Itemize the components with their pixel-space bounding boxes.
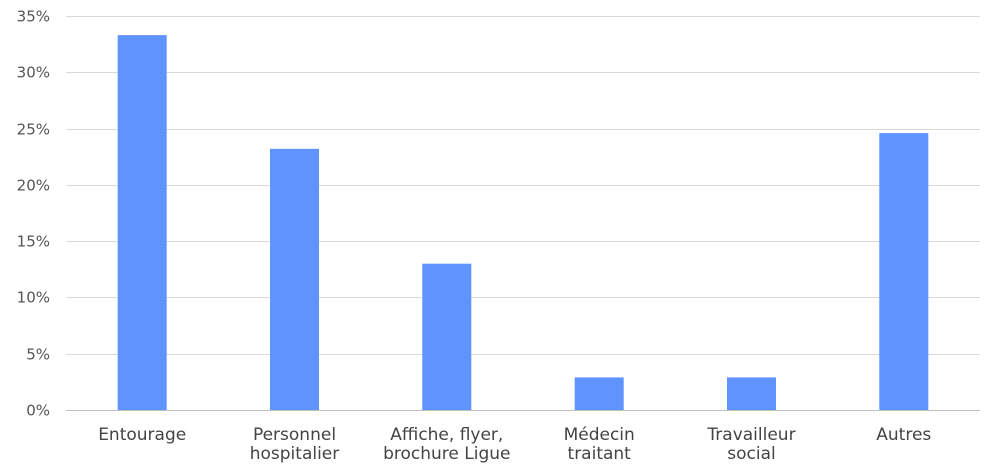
y-axis-tick-labels: 0% 5% 10% 15% 20% 25% 30% 35% xyxy=(17,8,50,420)
x-category-label: Affiche, flyer, brochure Ligue xyxy=(383,425,510,464)
x-category-label-line: Médecin xyxy=(564,425,635,445)
y-tick-label: 35% xyxy=(17,8,50,26)
bar xyxy=(270,148,319,411)
y-tick-label: 10% xyxy=(17,289,50,307)
x-category-label: Travailleur social xyxy=(706,425,795,464)
x-category-label-line: traitant xyxy=(568,444,632,464)
y-tick-label: 0% xyxy=(26,402,50,420)
x-category-label-line: hospitalier xyxy=(250,444,340,464)
x-category-label: Autres xyxy=(876,425,931,445)
x-category-label-line: Entourage xyxy=(98,425,186,445)
gridlines xyxy=(66,16,980,411)
bar xyxy=(117,35,167,410)
bars xyxy=(117,35,929,411)
x-category-label-line: social xyxy=(727,444,775,464)
x-category-label-line: Affiche, flyer, xyxy=(390,425,503,445)
y-tick-label: 5% xyxy=(26,346,50,364)
x-axis-category-labels: Entourage Personnel hospitalier Affiche, fl… xyxy=(98,425,931,464)
x-category-label: Médecin traitant xyxy=(564,425,635,464)
y-tick-label: 15% xyxy=(17,233,50,251)
bar xyxy=(727,377,776,410)
bar xyxy=(879,133,929,410)
bar xyxy=(574,377,624,410)
x-category-label: Personnel hospitalier xyxy=(250,425,340,464)
x-category-label-line: Travailleur xyxy=(706,425,795,445)
x-category-label-line: brochure Ligue xyxy=(383,444,510,464)
y-tick-label: 25% xyxy=(17,121,50,139)
y-tick-label: 30% xyxy=(17,64,50,82)
x-category-label: Entourage xyxy=(98,425,186,445)
x-category-label-line: Autres xyxy=(876,425,931,445)
bar xyxy=(422,263,472,410)
x-category-label-line: Personnel xyxy=(253,425,336,445)
y-tick-label: 20% xyxy=(17,177,50,195)
